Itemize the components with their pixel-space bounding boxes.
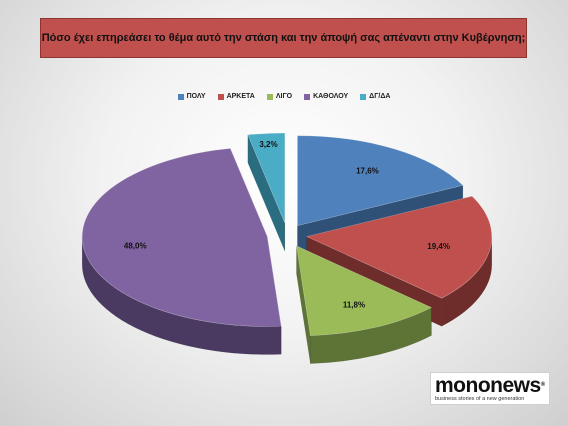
pie-slice: [296, 245, 433, 336]
data-label: 3,2%: [259, 140, 277, 149]
legend: ΠΟΛΥ ΑΡΚΕΤΑ ΛΙΓΟ ΚΑΘΟΛΟΥ ΔΓ/ΔΑ: [0, 93, 568, 100]
legend-swatch: [304, 93, 311, 100]
legend-item: ΛΙΓΟ: [266, 93, 293, 100]
legend-swatch: [177, 93, 184, 100]
title-banner: Πόσο έχει επηρεάσει το θέμα αυτό την στά…: [40, 18, 527, 58]
pie-labels: 17,6% 19,4% 11,8% 48,0% 3,2%: [124, 140, 450, 309]
slice-radial-side: [296, 245, 311, 364]
legend-swatch: [217, 93, 224, 100]
legend-swatch: [360, 93, 367, 100]
pie-slice: [305, 195, 493, 299]
pie-tops: [81, 132, 493, 336]
legend-label: ΛΙΓΟ: [275, 93, 293, 100]
legend-label: ΚΑΘΟΛΟΥ: [313, 93, 349, 100]
data-label: 17,6%: [356, 166, 379, 175]
slice-outer-side: [81, 236, 282, 355]
logo-tagline: business stories of a new generation: [435, 396, 525, 402]
data-label: 19,4%: [427, 242, 450, 251]
legend-item: ΚΑΘΟΛΟΥ: [304, 93, 348, 100]
pie-slice: [297, 135, 464, 227]
logo-registered-mark: ®: [540, 382, 545, 388]
logo-word: mononews: [435, 374, 541, 397]
mononews-logo: mononews® business stories of a new gene…: [430, 372, 550, 405]
chart-title: Πόσο έχει επηρεάσει το θέμα αυτό την στά…: [41, 32, 526, 44]
legend-label: ΠΟΛΥ: [186, 93, 206, 100]
legend-swatch: [266, 93, 273, 100]
data-label: 48,0%: [124, 241, 147, 250]
data-label: 11,8%: [343, 300, 365, 309]
pie-slice: [247, 132, 286, 224]
legend-item: ΔΓ/ΔΑ: [360, 93, 390, 100]
legend-item: ΠΟΛΥ: [177, 93, 206, 100]
pie-slice: [81, 148, 282, 327]
legend-label: ΑΡΚΕΤΑ: [226, 93, 255, 100]
legend-label: ΔΓ/ΔΑ: [369, 93, 391, 100]
legend-item: ΑΡΚΕΤΑ: [217, 93, 255, 100]
